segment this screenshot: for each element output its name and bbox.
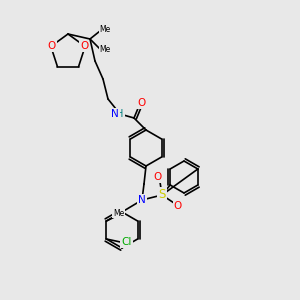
Text: Me: Me: [99, 46, 111, 55]
Text: N: N: [138, 195, 146, 205]
Text: Me: Me: [113, 208, 124, 217]
Text: O: O: [137, 98, 145, 108]
Text: O: O: [174, 201, 182, 211]
Text: N: N: [111, 109, 119, 119]
Text: S: S: [158, 188, 166, 202]
Text: O: O: [48, 41, 56, 51]
Text: H: H: [116, 109, 124, 119]
Text: O: O: [80, 41, 88, 51]
Text: Cl: Cl: [121, 237, 132, 247]
Text: O: O: [154, 172, 162, 182]
Text: Me: Me: [99, 26, 111, 34]
